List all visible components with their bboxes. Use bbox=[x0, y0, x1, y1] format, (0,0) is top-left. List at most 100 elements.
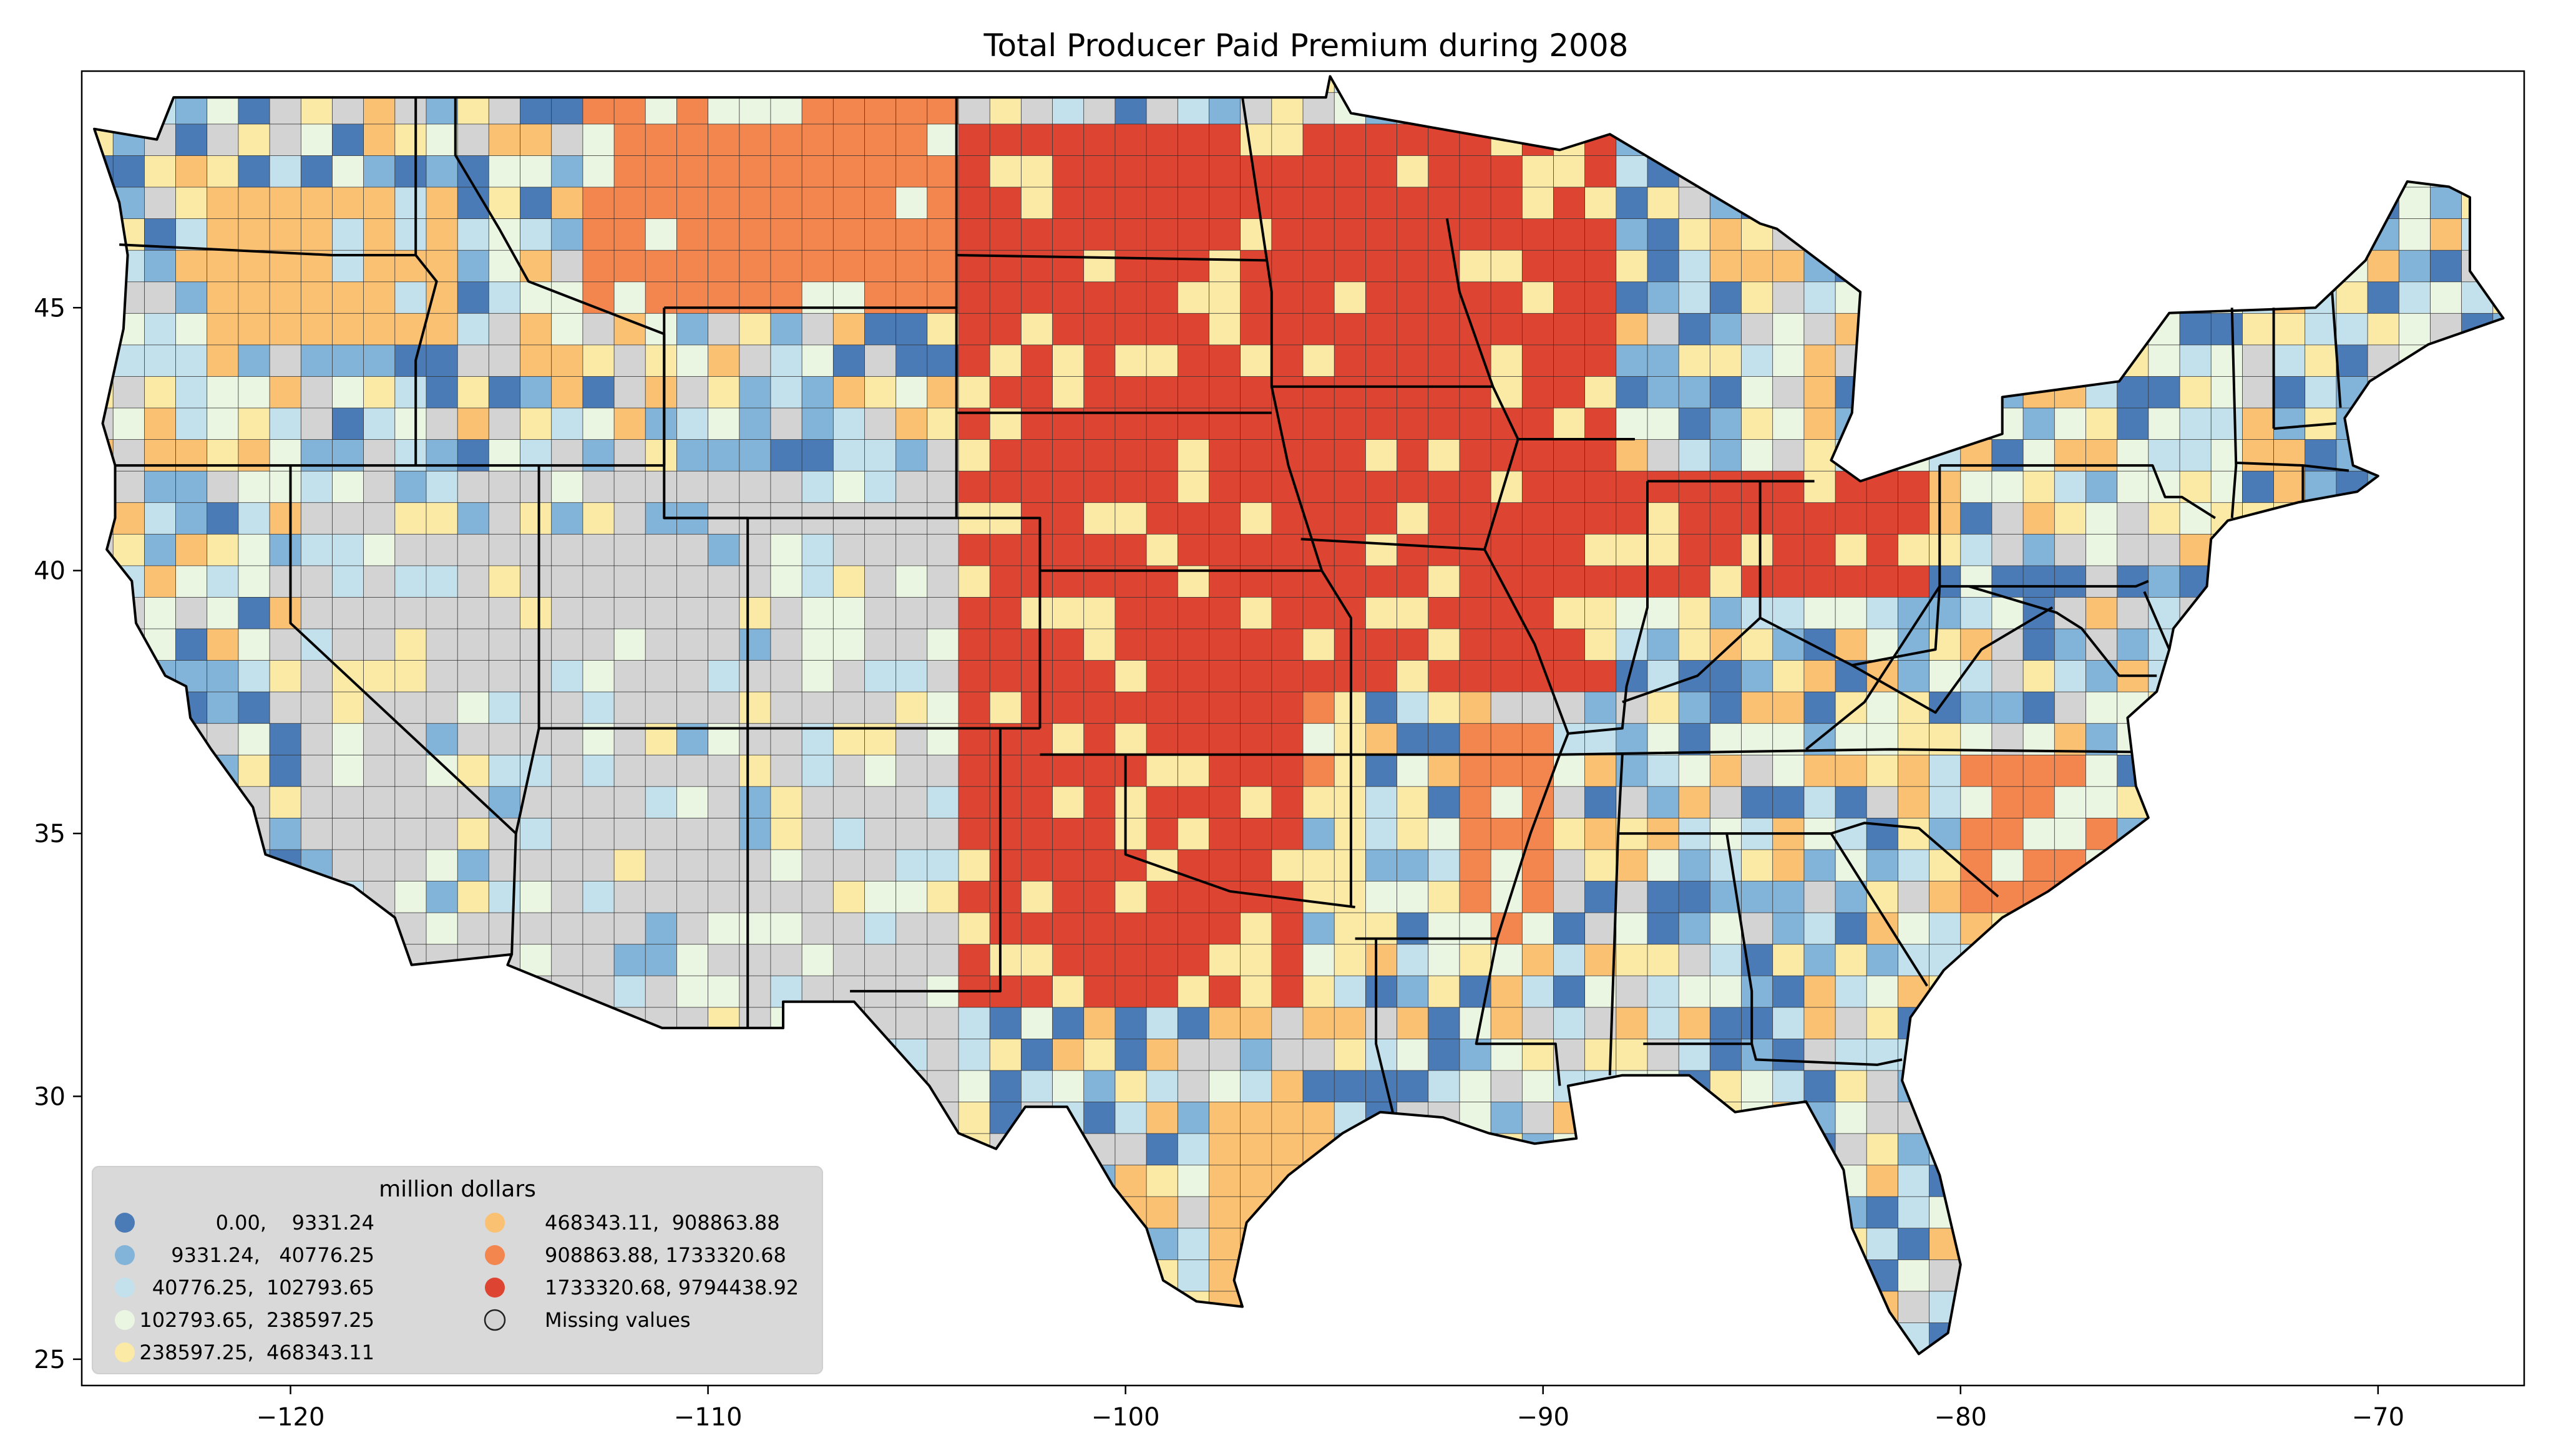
state-border-line bbox=[1568, 481, 1649, 735]
county-cell bbox=[520, 313, 552, 346]
county-cell bbox=[958, 848, 991, 881]
county-cell bbox=[1115, 975, 1148, 1008]
county-cell bbox=[520, 912, 552, 945]
county-cell bbox=[394, 123, 427, 156]
county-cell bbox=[1741, 502, 1773, 535]
county-cell bbox=[2398, 218, 2431, 251]
county-cell bbox=[2336, 281, 2369, 314]
county-cell bbox=[1709, 250, 1742, 283]
county-cell bbox=[1146, 218, 1179, 251]
county-cell bbox=[1866, 848, 1899, 881]
county-cell bbox=[927, 123, 960, 156]
county-cell bbox=[864, 313, 897, 346]
county-cell bbox=[864, 912, 897, 945]
county-cell bbox=[1365, 281, 1398, 314]
county-cell bbox=[207, 596, 239, 629]
county-cell bbox=[1584, 313, 1617, 346]
county-cell bbox=[332, 565, 364, 598]
county-cell bbox=[927, 785, 960, 818]
county-cell bbox=[1240, 281, 1272, 314]
county-cell bbox=[1052, 659, 1085, 692]
county-cell bbox=[1240, 659, 1272, 692]
county-cell bbox=[363, 186, 396, 219]
county-cell bbox=[1177, 155, 1210, 188]
county-cell bbox=[300, 218, 333, 251]
county-cell bbox=[1803, 596, 1837, 629]
county-cell bbox=[2117, 470, 2149, 503]
county-cell bbox=[1209, 344, 1241, 377]
county-cell bbox=[1177, 281, 1210, 314]
county-cell bbox=[426, 376, 459, 409]
county-cell bbox=[144, 376, 177, 409]
county-cell bbox=[1083, 439, 1116, 472]
county-cell bbox=[394, 407, 427, 440]
county-cell bbox=[1302, 880, 1335, 913]
county-cell bbox=[1459, 565, 1492, 598]
county-cell bbox=[269, 218, 302, 251]
county-cell bbox=[394, 785, 427, 818]
county-cell bbox=[1678, 439, 1711, 472]
legend-label: 238597.25, 468343.11 bbox=[139, 1341, 374, 1364]
county-cell bbox=[1616, 533, 1649, 566]
county-cell bbox=[1772, 912, 1805, 945]
county-cell bbox=[1772, 785, 1805, 818]
county-cell bbox=[1647, 880, 1680, 913]
county-cell bbox=[1929, 817, 1961, 850]
county-cell bbox=[770, 155, 803, 188]
county-cell bbox=[676, 533, 709, 566]
county-cell bbox=[2336, 344, 2369, 377]
county-cell bbox=[645, 943, 678, 976]
county-cell bbox=[520, 123, 552, 156]
county-cell bbox=[1115, 281, 1148, 314]
county-cell bbox=[1459, 659, 1492, 692]
county-cell bbox=[1209, 975, 1241, 1008]
county-cell bbox=[1521, 313, 1554, 346]
county-cell bbox=[1397, 975, 1429, 1008]
county-cell bbox=[2022, 533, 2056, 566]
county-cell bbox=[645, 785, 678, 818]
county-cell bbox=[708, 754, 740, 787]
county-cell bbox=[708, 376, 740, 409]
county-cell bbox=[1897, 565, 1930, 598]
county-cell bbox=[1678, 376, 1711, 409]
county-cell bbox=[613, 313, 646, 346]
state-border-line bbox=[1830, 833, 1928, 987]
county-cell bbox=[1772, 565, 1805, 598]
county-cell bbox=[613, 376, 646, 409]
county-cell bbox=[520, 186, 552, 219]
county-cell bbox=[1647, 186, 1680, 219]
county-cell bbox=[958, 880, 991, 913]
county-cell bbox=[1209, 123, 1241, 156]
county-cell bbox=[958, 344, 991, 377]
county-cell bbox=[2305, 376, 2337, 409]
county-cell bbox=[1553, 502, 1586, 535]
county-cell bbox=[582, 123, 615, 156]
county-cell bbox=[1897, 1164, 1930, 1197]
county-cell bbox=[1616, 1038, 1649, 1071]
county-cell bbox=[989, 313, 1022, 346]
county-cell bbox=[895, 596, 928, 629]
county-cell bbox=[2179, 407, 2212, 440]
county-cell bbox=[1146, 722, 1179, 755]
county-cell bbox=[895, 407, 928, 440]
county-cell bbox=[958, 912, 991, 945]
county-cell bbox=[1052, 250, 1085, 283]
county-cell bbox=[613, 880, 646, 913]
county-cell bbox=[1021, 1006, 1053, 1039]
county-cell bbox=[1616, 470, 1649, 503]
county-cell bbox=[1521, 596, 1554, 629]
county-cell bbox=[1741, 407, 1773, 440]
county-cell bbox=[1772, 754, 1805, 787]
county-cell bbox=[864, 407, 897, 440]
county-cell bbox=[770, 470, 803, 503]
county-cell bbox=[551, 407, 583, 440]
county-cell bbox=[269, 376, 302, 409]
county-cell bbox=[457, 344, 490, 377]
county-cell bbox=[1897, 1259, 1930, 1292]
county-cell bbox=[1302, 817, 1335, 850]
county-cell bbox=[1052, 1038, 1085, 1071]
county-cell bbox=[1177, 1133, 1210, 1166]
county-cell bbox=[1209, 1006, 1241, 1039]
county-cell bbox=[582, 943, 615, 976]
county-cell bbox=[1584, 785, 1617, 818]
